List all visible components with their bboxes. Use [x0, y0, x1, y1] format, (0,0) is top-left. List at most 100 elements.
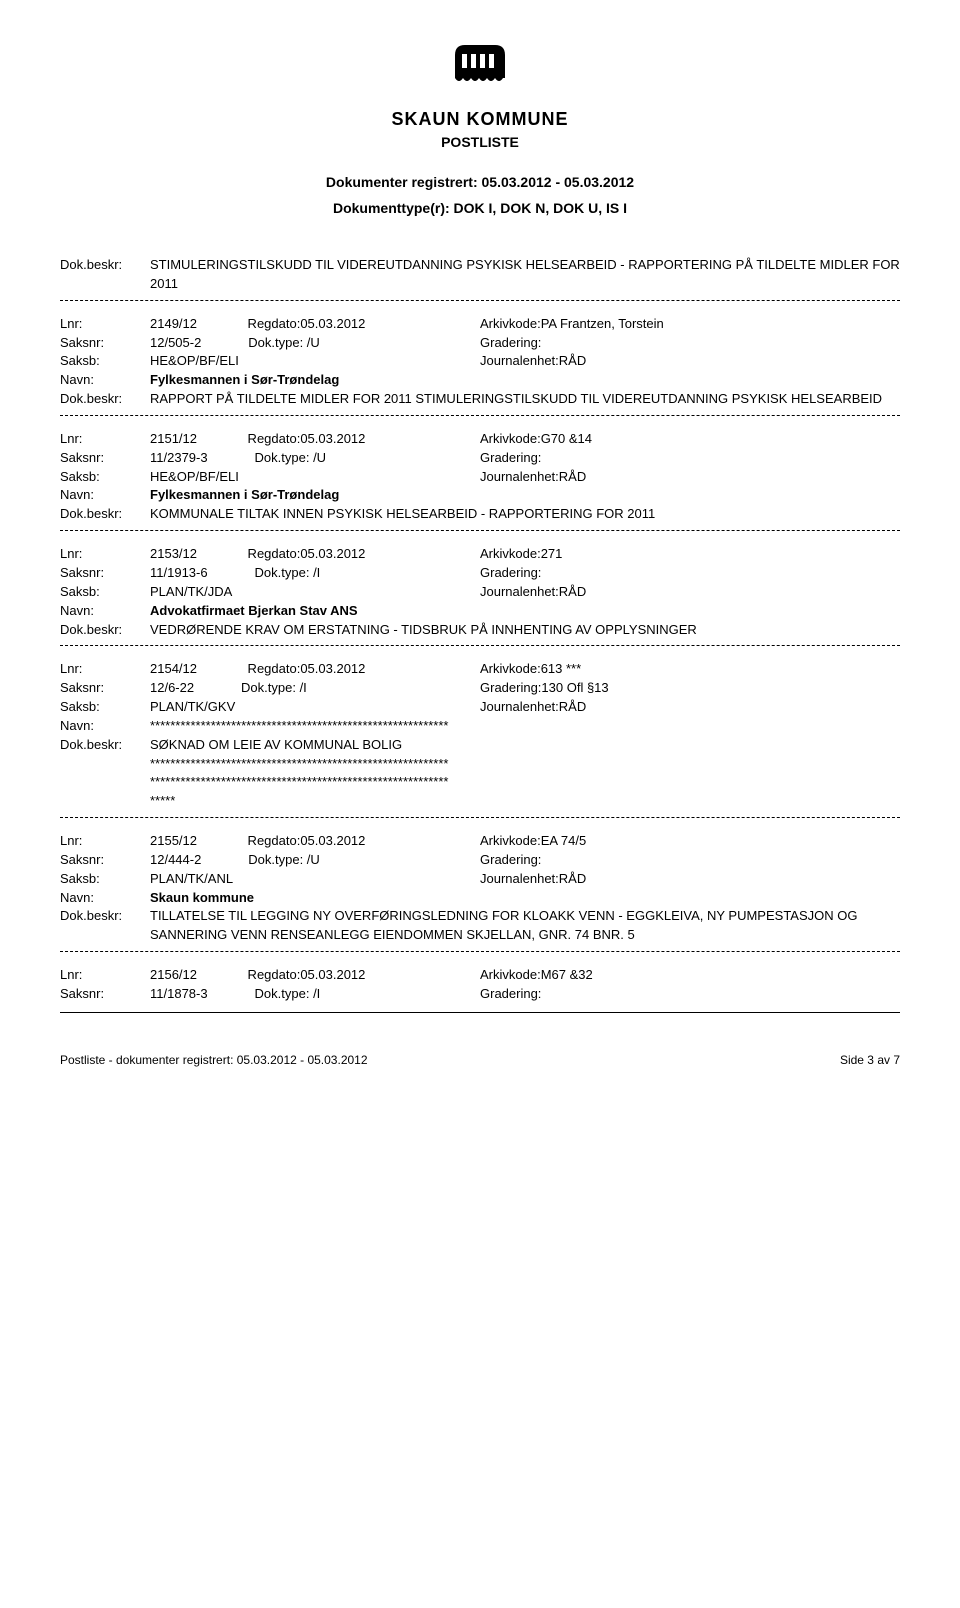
value-lnr: 2154/12 Regdato:05.03.2012	[150, 660, 480, 679]
label-navn: Navn:	[60, 371, 150, 390]
label-lnr: Lnr:	[60, 315, 150, 334]
kommune-logo-icon	[445, 40, 515, 100]
entry-separator	[60, 645, 900, 646]
entry-separator	[60, 951, 900, 952]
row-lnr: Lnr:2154/12 Regdato:05.03.2012Arkivkode:…	[60, 660, 900, 679]
value-lnr: 2151/12 Regdato:05.03.2012	[150, 430, 480, 449]
label-saksnr: Saksnr:	[60, 334, 150, 353]
document-types: Dokumenttype(r): DOK I, DOK N, DOK U, IS…	[60, 200, 900, 216]
value-saksb: HE&OP/BF/ELI	[150, 352, 480, 371]
entry-separator	[60, 415, 900, 416]
label-lnr: Lnr:	[60, 966, 150, 985]
row-navn: Navn:Fylkesmannen i Sør-Trøndelag	[60, 486, 900, 505]
value-gradering: Gradering:130 Ofl §13	[480, 679, 900, 698]
row-saksnr: Saksnr:12/6-22 Dok.type: /IGradering:130…	[60, 679, 900, 698]
row-saksb: Saksb:PLAN/TK/JDAJournalenhet:RÅD	[60, 583, 900, 602]
value-lnr: 2155/12 Regdato:05.03.2012	[150, 832, 480, 851]
entries-list: Dok.beskr:STIMULERINGSTILSKUDD TIL VIDER…	[60, 256, 900, 1004]
row-saksb: Saksb:HE&OP/BF/ELIJournalenhet:RÅD	[60, 352, 900, 371]
row-navn: Navn:***********************************…	[60, 717, 900, 736]
journal-entry: Lnr:2154/12 Regdato:05.03.2012Arkivkode:…	[60, 660, 900, 818]
value-dokbeskr: TILLATELSE TIL LEGGING NY OVERFØRINGSLED…	[150, 907, 900, 945]
entry-separator	[60, 300, 900, 301]
postliste-title: POSTLISTE	[60, 134, 900, 150]
row-navn: Navn:Skaun kommune	[60, 889, 900, 908]
value-lnr: 2153/12 Regdato:05.03.2012	[150, 545, 480, 564]
label-dokbeskr: Dok.beskr:	[60, 390, 150, 409]
label-lnr: Lnr:	[60, 660, 150, 679]
footer-divider	[60, 1012, 900, 1013]
row-navn: Navn:Fylkesmannen i Sør-Trøndelag	[60, 371, 900, 390]
footer-right: Side 3 av 7	[840, 1053, 900, 1067]
label-dokbeskr: Dok.beskr:	[60, 621, 150, 640]
value-saksb: PLAN/TK/GKV	[150, 698, 480, 717]
row-saksnr: Saksnr:12/505-2 Dok.type: /UGradering:	[60, 334, 900, 353]
row-saksnr: Saksnr:11/2379-3 Dok.type: /UGradering:	[60, 449, 900, 468]
value-lnr: 2156/12 Regdato:05.03.2012	[150, 966, 480, 985]
label-dokbeskr: Dok.beskr:	[60, 505, 150, 524]
entry-separator	[60, 530, 900, 531]
label-navn: Navn:	[60, 486, 150, 505]
value-arkiv: Arkivkode:EA 74/5	[480, 832, 900, 851]
entry-pre-description: Dok.beskr:STIMULERINGSTILSKUDD TIL VIDER…	[60, 256, 900, 294]
label-lnr: Lnr:	[60, 430, 150, 449]
row-saksb: Saksb:HE&OP/BF/ELIJournalenhet:RÅD	[60, 468, 900, 487]
value-dokbeskr: RAPPORT PÅ TILDELTE MIDLER FOR 2011 STIM…	[150, 390, 900, 409]
value-lnr: 2149/12 Regdato:05.03.2012	[150, 315, 480, 334]
row-lnr: Lnr:2153/12 Regdato:05.03.2012Arkivkode:…	[60, 545, 900, 564]
label-saksnr: Saksnr:	[60, 851, 150, 870]
value-redacted: ****************************************…	[150, 755, 900, 774]
row-dokbeskr: Dok.beskr:RAPPORT PÅ TILDELTE MIDLER FOR…	[60, 390, 900, 409]
value-journal: Journalenhet:RÅD	[480, 583, 900, 602]
label-saksb: Saksb:	[60, 698, 150, 717]
value-saksnr: 12/444-2 Dok.type: /U	[150, 851, 480, 870]
label-navn: Navn:	[60, 889, 150, 908]
value-saksb: HE&OP/BF/ELI	[150, 468, 480, 487]
row-saksnr: Saksnr:12/444-2 Dok.type: /UGradering:	[60, 851, 900, 870]
value-journal: Journalenhet:RÅD	[480, 468, 900, 487]
label-saksnr: Saksnr:	[60, 449, 150, 468]
value-journal: Journalenhet:RÅD	[480, 352, 900, 371]
label-saksb: Saksb:	[60, 468, 150, 487]
journal-entry: Lnr:2153/12 Regdato:05.03.2012Arkivkode:…	[60, 545, 900, 646]
value-navn: Fylkesmannen i Sør-Trøndelag	[150, 371, 900, 390]
value-redacted: ****************************************…	[150, 773, 900, 792]
value-saksnr: 11/2379-3 Dok.type: /U	[150, 449, 480, 468]
value-saksnr: 12/505-2 Dok.type: /U	[150, 334, 480, 353]
value-navn: Fylkesmannen i Sør-Trøndelag	[150, 486, 900, 505]
label-saksb: Saksb:	[60, 870, 150, 889]
documents-registered: Dokumenter registrert: 05.03.2012 - 05.0…	[60, 174, 900, 190]
label-saksnr: Saksnr:	[60, 985, 150, 1004]
kommune-name: SKAUN KOMMUNE	[60, 109, 900, 130]
row-lnr: Lnr:2155/12 Regdato:05.03.2012Arkivkode:…	[60, 832, 900, 851]
row-saksb: Saksb:PLAN/TK/ANLJournalenhet:RÅD	[60, 870, 900, 889]
footer: Postliste - dokumenter registrert: 05.03…	[60, 1053, 900, 1067]
entry-separator	[60, 817, 900, 818]
value-journal: Journalenhet:RÅD	[480, 870, 900, 889]
journal-entry: Lnr:2155/12 Regdato:05.03.2012Arkivkode:…	[60, 832, 900, 952]
label-dokbeskr: Dok.beskr:	[60, 736, 150, 755]
value-gradering: Gradering:	[480, 851, 900, 870]
value-gradering: Gradering:	[480, 985, 900, 1004]
label-saksnr: Saksnr:	[60, 679, 150, 698]
value-saksb: PLAN/TK/JDA	[150, 583, 480, 602]
row-dokbeskr: Dok.beskr:SØKNAD OM LEIE AV KOMMUNAL BOL…	[60, 736, 900, 755]
value-dokbeskr: SØKNAD OM LEIE AV KOMMUNAL BOLIG	[150, 736, 900, 755]
value-arkiv: Arkivkode:PA Frantzen, Torstein	[480, 315, 900, 334]
journal-entry: Lnr:2151/12 Regdato:05.03.2012Arkivkode:…	[60, 430, 900, 531]
value-dokbeskr: VEDRØRENDE KRAV OM ERSTATNING - TIDSBRUK…	[150, 621, 900, 640]
label-saksb: Saksb:	[60, 583, 150, 602]
value-arkiv: Arkivkode:M67 &32	[480, 966, 900, 985]
label-saksb: Saksb:	[60, 352, 150, 371]
label-lnr: Lnr:	[60, 832, 150, 851]
value-navn-redacted: ****************************************…	[150, 717, 900, 736]
row-lnr: Lnr:2156/12 Regdato:05.03.2012Arkivkode:…	[60, 966, 900, 985]
row-redacted: *****	[60, 792, 900, 811]
logo-container	[60, 40, 900, 103]
row-dokbeskr: Dok.beskr:TILLATELSE TIL LEGGING NY OVER…	[60, 907, 900, 945]
footer-left: Postliste - dokumenter registrert: 05.03…	[60, 1053, 368, 1067]
journal-entry: Lnr:2156/12 Regdato:05.03.2012Arkivkode:…	[60, 966, 900, 1004]
label-lnr: Lnr:	[60, 545, 150, 564]
value-redacted: *****	[150, 792, 900, 811]
journal-entry: Dok.beskr:STIMULERINGSTILSKUDD TIL VIDER…	[60, 256, 900, 416]
